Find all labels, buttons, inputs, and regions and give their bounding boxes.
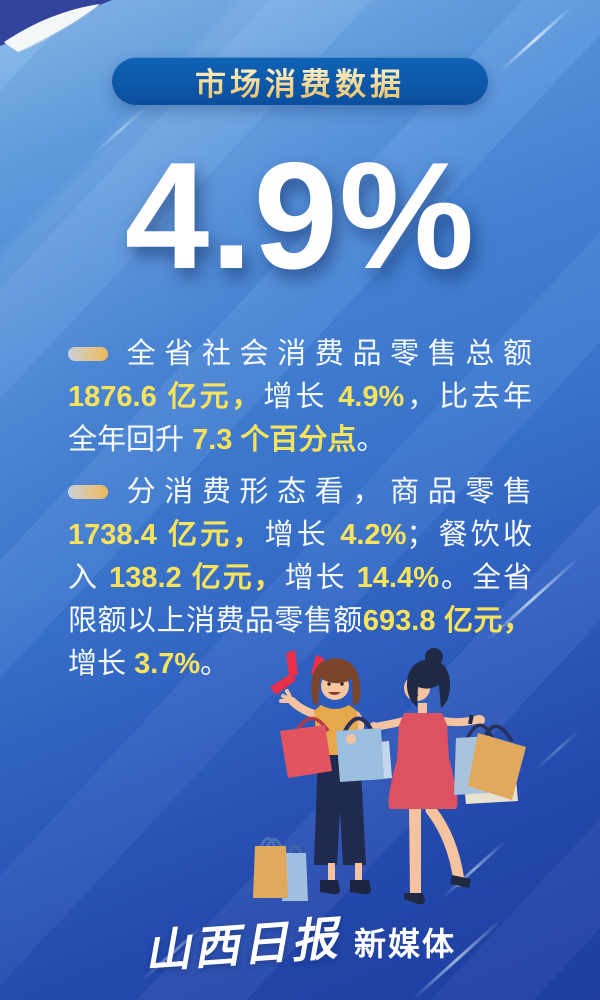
text-segment: 增长 bbox=[263, 381, 339, 413]
text-segment: ；餐饮收 bbox=[406, 519, 532, 551]
shopping-bags-ground bbox=[253, 837, 308, 901]
woman-left bbox=[279, 658, 392, 895]
text-line: 全省社会消费品零售总额 bbox=[68, 333, 532, 376]
paragraph: 全省社会消费品零售总额 1876.6 亿元，增长 4.9%，比去年 全年回升 7.3… bbox=[68, 333, 532, 462]
new-media-label: 新媒体 bbox=[353, 926, 456, 962]
page-curl-icon bbox=[0, 0, 112, 52]
text-segment: 。 bbox=[356, 424, 386, 456]
text-segment: 增长 bbox=[264, 519, 341, 551]
text-segment: 全省社会消费品零售总额 bbox=[118, 338, 532, 370]
text-segment: 限额以上消费品零售额 bbox=[68, 605, 363, 637]
text-segment: ，比去年 bbox=[404, 381, 532, 413]
text-segment: 14.4% bbox=[356, 562, 439, 594]
text-segment: 。 bbox=[200, 648, 230, 680]
paragraph: 分消费形态看，商品零售 1738.4 亿元，增长 4.2%；餐饮收入 138.2 … bbox=[68, 471, 532, 686]
text-line: 1876.6 亿元，增长 4.9%，比去年 bbox=[68, 376, 532, 419]
light-streak bbox=[534, 728, 582, 771]
text-segment: 1876.6 亿元， bbox=[68, 381, 264, 413]
headline-percentage: 4.9% bbox=[124, 131, 476, 301]
bullet-swoosh-icon bbox=[68, 347, 108, 361]
text-segment: 4.2% bbox=[340, 519, 407, 551]
text-line: 增长 3.7%。 bbox=[68, 643, 532, 686]
text-line: 限额以上消费品零售额693.8 亿元， bbox=[68, 600, 532, 643]
text-line: 1738.4 亿元，增长 4.2%；餐饮收 bbox=[68, 514, 532, 557]
text-segment: 138.2 亿元， bbox=[109, 562, 285, 594]
shanxi-daily-logotype: 山西日报 bbox=[142, 911, 342, 979]
text-segment: 增长 bbox=[68, 648, 135, 680]
text-segment: 1738.4 亿元， bbox=[68, 519, 265, 551]
light-streak bbox=[499, 6, 572, 73]
text-line: 入 138.2 亿元，增长 14.4%。全省 bbox=[68, 557, 532, 600]
text-segment: 入 bbox=[68, 562, 110, 594]
text-segment: 4.9% bbox=[338, 381, 405, 413]
title-badge: 市场消费数据 bbox=[112, 57, 488, 105]
text-line: 全年回升 7.3 个百分点。 bbox=[68, 419, 532, 462]
text-segment: 。全省 bbox=[438, 562, 532, 594]
text-segment: 增长 bbox=[284, 562, 357, 594]
footer-logo: 山西日报 新媒体 bbox=[0, 902, 600, 982]
woman-right bbox=[369, 648, 526, 905]
text-segment: 3.7% bbox=[134, 648, 201, 680]
bullet-swoosh-icon bbox=[68, 485, 108, 499]
text-segment: 7.3 个百分点 bbox=[192, 424, 357, 456]
body-paragraphs: 全省社会消费品零售总额 1876.6 亿元，增长 4.9%，比去年 全年回升 7.3… bbox=[68, 333, 532, 686]
text-segment: 693.8 亿元， bbox=[362, 605, 532, 637]
text-segment: 分消费形态看，商品零售 bbox=[118, 476, 532, 508]
badge-label: 市场消费数据 bbox=[195, 59, 405, 104]
shopping-women-illustration bbox=[253, 648, 526, 905]
text-segment: 全年回升 bbox=[68, 424, 193, 456]
text-line: 分消费形态看，商品零售 bbox=[68, 471, 532, 514]
